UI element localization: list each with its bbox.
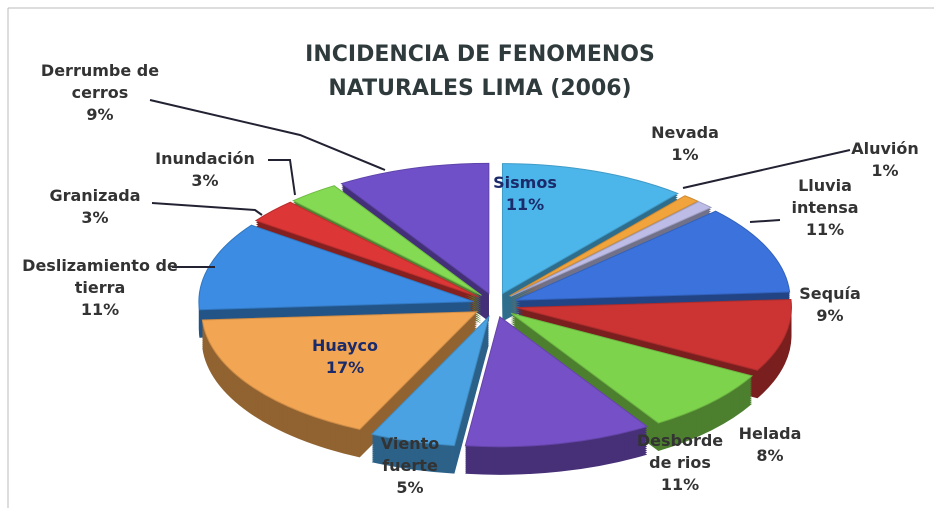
slice-label: Nevada 1% — [620, 122, 750, 166]
slice-name: Viento fuerte — [380, 434, 440, 475]
slice-value: 11% — [660, 475, 700, 494]
slice — [254, 201, 479, 298]
slice-name: Sequía — [799, 284, 861, 303]
slice-name: Aluvión — [851, 139, 919, 158]
slice — [510, 201, 713, 297]
slice-name: Nevada — [651, 123, 719, 142]
slice-value: 1% — [871, 161, 899, 180]
chart-title: INCIDENCIA DE FENOMENOS NATURALES LIMA (… — [305, 42, 655, 101]
slice-label: Helada 8% — [720, 423, 820, 467]
slice-label: Sequía 9% — [785, 283, 875, 327]
leader-line — [151, 202, 263, 216]
slice-label: Aluvión 1% — [830, 138, 934, 182]
slice-value: 8% — [756, 446, 784, 465]
slice-label: Derrumbe de cerros 9% — [30, 60, 170, 126]
slice-value: 5% — [396, 478, 424, 497]
slice-name: Helada — [738, 424, 802, 443]
pie — [198, 162, 792, 475]
slice-name: Granizada — [49, 186, 141, 205]
slice-name: Sismos — [493, 173, 557, 192]
slice-label: Granizada 3% — [30, 185, 160, 229]
slice-value: 1% — [671, 145, 699, 164]
slice-value: 9% — [86, 105, 114, 124]
leader-line — [682, 149, 851, 189]
slice — [198, 224, 475, 311]
slice — [501, 163, 679, 295]
slice-value: 11% — [80, 300, 120, 319]
slice-label: Viento fuerte 5% — [360, 433, 460, 499]
slice-value: 9% — [816, 306, 844, 325]
leader-line — [268, 159, 296, 196]
slice-label: Inundación 3% — [140, 148, 270, 192]
leader-lines — [149, 99, 851, 268]
slice-name: Huayco — [312, 336, 378, 355]
slice-value: 11% — [805, 220, 845, 239]
slice — [516, 298, 792, 371]
slice — [292, 185, 482, 296]
slice-name: Inundación — [155, 149, 255, 168]
slice-label: Lluvia intensa 11% — [770, 175, 880, 241]
slice-value: 3% — [191, 171, 219, 190]
slice-label: Sismos 11% — [470, 172, 580, 216]
slice — [510, 312, 754, 424]
slice-name: Desborde de rios — [636, 431, 724, 472]
slice — [201, 311, 479, 430]
leader-line — [149, 99, 386, 171]
slice — [370, 314, 490, 447]
slice-value: 17% — [325, 358, 365, 377]
slice-name: Derrumbe de cerros — [40, 61, 160, 102]
slice-name: Deslizamiento de tierra — [22, 256, 178, 297]
slice — [464, 315, 649, 448]
slice-name: Lluvia intensa — [791, 176, 859, 217]
leader-line — [749, 219, 781, 223]
slice-label: Desborde de rios 11% — [625, 430, 735, 496]
slice-label: Deslizamiento de tierra 11% — [10, 255, 190, 321]
slice — [514, 210, 791, 301]
slice-value: 3% — [81, 208, 109, 227]
slice-value: 11% — [505, 195, 545, 214]
slice — [340, 162, 490, 295]
slice-label: Huayco 17% — [285, 335, 405, 379]
slice — [509, 195, 699, 297]
